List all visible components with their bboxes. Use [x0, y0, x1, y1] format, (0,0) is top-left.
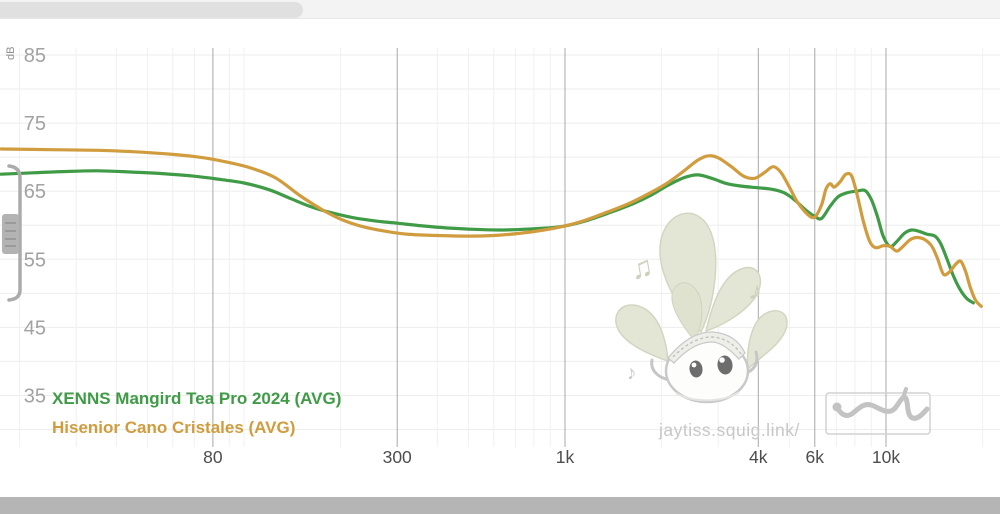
y-axis-drag-handle[interactable] [2, 164, 22, 302]
svg-text:1k: 1k [556, 447, 575, 467]
svg-text:300: 300 [383, 447, 412, 467]
svg-text:75: 75 [24, 113, 46, 135]
svg-text:10k: 10k [872, 447, 900, 467]
svg-text:35: 35 [24, 386, 46, 408]
squig-logo-icon [825, 387, 931, 435]
legend: XENNS Mangird Tea Pro 2024 (AVG) Hisenio… [52, 384, 341, 442]
top-scrollbar-track[interactable] [0, 0, 1000, 19]
legend-item-series-0[interactable]: XENNS Mangird Tea Pro 2024 (AVG) [52, 389, 342, 408]
svg-text:55: 55 [24, 249, 46, 271]
legend-item-series-1[interactable]: Hisenior Cano Cristales (AVG) [52, 418, 296, 437]
v-gridlines-minor [19, 48, 984, 447]
x-tick-labels: 80 300 1k 4k 6k 10k [203, 447, 900, 467]
fr-curves[interactable] [0, 147, 983, 308]
y-tick-labels: 85 75 65 55 45 35 [24, 45, 46, 408]
site-watermark-text: jaytiss.squig.link/ [659, 420, 800, 440]
svg-text:45: 45 [24, 317, 46, 339]
music-note-icon: ♪ [625, 362, 638, 385]
v-gridlines-major [212, 48, 887, 447]
svg-text:65: 65 [24, 181, 46, 203]
top-scrollbar-thumb[interactable] [0, 2, 303, 18]
bottom-bar [0, 497, 1000, 514]
db-axis-unit: dB [5, 47, 17, 60]
plant-mascot-watermark: ♫ ♪ ♪ [615, 212, 788, 404]
svg-text:4k: 4k [749, 447, 768, 467]
h-gridlines [0, 54, 1000, 430]
music-note-icon: ♫ [628, 250, 656, 286]
svg-text:6k: 6k [806, 447, 825, 467]
fr-curve-series-0 [0, 169, 975, 305]
svg-text:80: 80 [203, 447, 223, 467]
music-note-icon: ♪ [746, 275, 765, 307]
svg-text:85: 85 [24, 45, 46, 67]
fr-curve-series-1 [0, 147, 983, 308]
